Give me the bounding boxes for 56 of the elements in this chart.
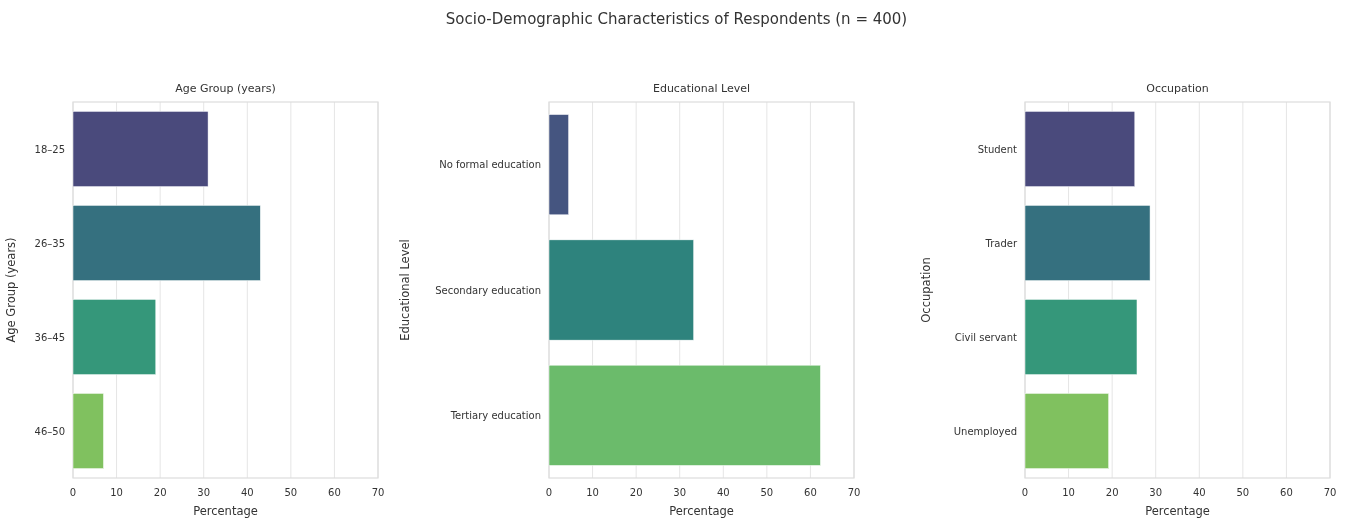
x-axis-title: Percentage — [1145, 504, 1210, 518]
x-tick-label: 60 — [804, 487, 817, 498]
y-tick-label: 36–45 — [34, 331, 65, 343]
x-tick-label: 30 — [1149, 487, 1163, 498]
y-tick-label: Tertiary education — [449, 409, 541, 421]
x-tick-label: 50 — [284, 487, 298, 498]
x-tick-label: 10 — [586, 487, 599, 498]
bar — [548, 239, 694, 341]
x-tick-label: 30 — [673, 487, 687, 498]
x-axis-title: Percentage — [669, 504, 734, 518]
bar — [72, 393, 104, 469]
x-tick-label: 50 — [760, 487, 774, 498]
chart-title: Age Group (years) — [175, 82, 276, 95]
x-axis-title: Percentage — [193, 504, 258, 518]
bar — [72, 111, 209, 187]
y-tick-label: Unemployed — [953, 425, 1017, 437]
y-tick-label: 46–50 — [34, 425, 65, 437]
x-tick-label: 0 — [545, 487, 553, 498]
y-tick-label: Civil servant — [954, 331, 1018, 343]
bar — [1024, 111, 1136, 187]
bar — [1024, 205, 1151, 281]
x-tick-label: 40 — [716, 487, 730, 498]
x-tick-label: 0 — [1021, 487, 1029, 498]
y-axis-title: Educational Level — [398, 239, 412, 341]
x-tick-label: 30 — [197, 487, 211, 498]
chart-title: Occupation — [1146, 82, 1209, 95]
x-tick-label: 20 — [153, 487, 167, 498]
text: Socio-Demographic Characteristics of Respondents (n = 400) — [445, 10, 908, 28]
x-tick-label: 20 — [1105, 487, 1119, 498]
x-tick-label: 0 — [69, 487, 77, 498]
x-tick-label: 70 — [371, 487, 385, 498]
x-tick-label: 70 — [1323, 487, 1337, 498]
chart-title: Educational Level — [652, 82, 751, 95]
x-tick-label: 70 — [847, 487, 861, 498]
bar — [1024, 299, 1138, 375]
bar — [548, 364, 821, 466]
x-tick-label: 20 — [629, 487, 643, 498]
x-tick-label: 10 — [1062, 487, 1075, 498]
y-axis-title: Age Group (years) — [4, 237, 18, 343]
x-tick-label: 10 — [110, 487, 123, 498]
bar — [1024, 393, 1109, 469]
y-tick-label: 26–35 — [34, 237, 65, 249]
y-tick-label: Secondary education — [435, 284, 541, 296]
x-tick-label: 40 — [240, 487, 254, 498]
x-tick-label: 50 — [1236, 487, 1250, 498]
y-tick-label: 18–25 — [34, 143, 65, 155]
x-tick-label: 40 — [1192, 487, 1206, 498]
bar — [72, 205, 261, 281]
x-tick-label: 60 — [1280, 487, 1293, 498]
y-tick-label: No formal education — [439, 159, 541, 171]
bar — [548, 114, 569, 216]
y-tick-label: Trader — [984, 237, 1018, 249]
y-axis-title: Occupation — [919, 257, 933, 323]
x-tick-label: 60 — [328, 487, 341, 498]
bar — [72, 299, 157, 375]
y-tick-label: Student — [977, 143, 1018, 155]
